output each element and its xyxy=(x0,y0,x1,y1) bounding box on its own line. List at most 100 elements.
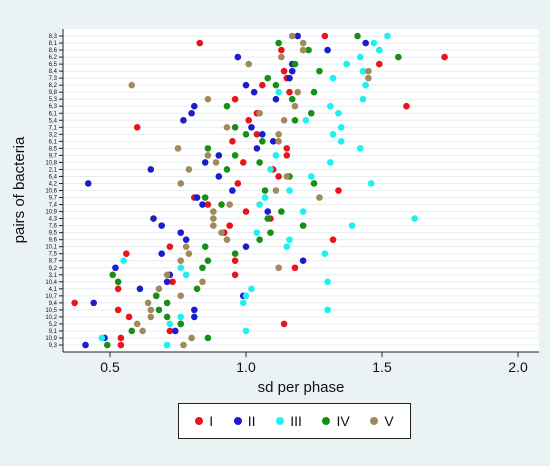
y-tick-label: 7,4 xyxy=(49,203,58,209)
legend-label: I xyxy=(209,413,214,429)
data-point-III xyxy=(375,46,383,54)
y-tick-label: 8,7 xyxy=(49,259,58,265)
y-tick-label: 7,5 xyxy=(49,252,58,258)
data-point-IV xyxy=(291,60,299,68)
data-point-V xyxy=(133,320,141,328)
data-point-IV xyxy=(204,334,212,342)
data-point-I xyxy=(196,39,204,47)
data-point-IV xyxy=(103,341,111,349)
x-tick-label: 2.0 xyxy=(508,359,528,375)
y-tick-label: 9,3 xyxy=(49,343,58,349)
data-point-I xyxy=(441,53,448,61)
data-point-V xyxy=(177,257,185,265)
data-point-III xyxy=(253,229,261,236)
y-tick-label: 5,3 xyxy=(49,97,58,103)
data-point-V xyxy=(272,187,280,194)
data-point-III xyxy=(242,292,250,300)
data-point-III xyxy=(182,271,190,279)
data-point-V xyxy=(299,39,307,47)
data-point-II xyxy=(288,67,296,75)
y-tick-label: 6,1 xyxy=(49,139,58,145)
data-point-I xyxy=(242,208,250,215)
data-point-III xyxy=(337,123,345,131)
data-point-III xyxy=(329,131,337,138)
y-tick-label: 9,7 xyxy=(49,153,58,159)
data-point-V xyxy=(256,109,263,117)
data-point-III xyxy=(177,264,185,272)
data-point-IV xyxy=(291,116,299,124)
data-point-I xyxy=(234,180,242,187)
data-point-III xyxy=(248,285,255,293)
data-point-I xyxy=(283,145,291,152)
data-point-V xyxy=(204,152,212,159)
data-point-III xyxy=(166,320,174,328)
data-point-I xyxy=(245,116,253,124)
data-point-I xyxy=(229,138,236,145)
y-tick-label: 6,5 xyxy=(49,62,58,68)
data-point-III xyxy=(120,257,127,265)
data-point-V xyxy=(278,53,285,61)
data-point-I xyxy=(291,264,299,272)
y-tick-label: 8,3 xyxy=(49,34,58,40)
data-point-IV xyxy=(193,285,201,293)
legend-item: IV xyxy=(322,413,350,429)
y-tick-label: 6,4 xyxy=(49,174,58,180)
legend-marker xyxy=(195,417,204,425)
data-point-III xyxy=(359,67,367,75)
legend-item: V xyxy=(370,413,394,429)
data-point-V xyxy=(223,123,231,131)
y-tick-label: 9,2 xyxy=(49,266,58,272)
legend-marker xyxy=(276,417,285,425)
data-point-IV xyxy=(114,278,122,286)
data-point-V xyxy=(218,229,225,236)
data-point-II xyxy=(253,145,261,152)
data-point-V xyxy=(365,74,372,82)
data-point-IV xyxy=(204,145,212,152)
data-point-IV xyxy=(242,131,250,138)
data-point-II xyxy=(171,327,179,335)
y-tick-label: 9,7 xyxy=(49,196,58,202)
data-point-III xyxy=(337,138,345,145)
data-point-II xyxy=(191,102,198,110)
data-point-II xyxy=(147,166,155,173)
data-point-IV xyxy=(395,53,402,61)
data-point-II xyxy=(180,116,187,124)
data-point-II xyxy=(234,53,242,61)
data-point-I xyxy=(280,320,288,328)
data-point-II xyxy=(182,236,190,243)
data-point-II xyxy=(193,194,201,201)
chart-legend: I II III IV V xyxy=(178,403,411,439)
data-point-II xyxy=(150,215,157,222)
data-point-I xyxy=(125,313,133,321)
data-point-IV xyxy=(128,327,136,335)
data-point-V xyxy=(223,236,231,243)
y-tick-label: 9,4 xyxy=(49,301,58,307)
data-point-IV xyxy=(199,264,206,272)
data-point-II xyxy=(294,32,301,40)
data-point-V xyxy=(188,334,195,342)
data-point-II xyxy=(201,159,209,166)
data-point-V xyxy=(288,32,296,40)
data-point-IV xyxy=(288,95,296,103)
y-tick-label: 7,1 xyxy=(49,125,58,131)
legend-label: II xyxy=(247,413,256,429)
data-point-V xyxy=(163,271,171,279)
legend-item: I xyxy=(195,413,213,429)
data-point-I xyxy=(166,243,174,250)
y-tick-label: 9,5 xyxy=(49,231,58,237)
data-point-V xyxy=(210,215,217,222)
data-point-V xyxy=(155,285,163,293)
data-point-II xyxy=(250,88,258,96)
data-point-IV xyxy=(278,208,285,215)
data-point-I xyxy=(71,299,78,307)
data-point-V xyxy=(185,166,193,173)
data-point-II xyxy=(84,180,92,187)
data-point-II xyxy=(191,306,198,314)
data-point-IV xyxy=(267,229,274,236)
legend-label: IV xyxy=(336,413,350,429)
data-point-III xyxy=(356,53,364,61)
data-point-IV xyxy=(307,109,315,117)
data-point-V xyxy=(316,194,323,201)
y-tick-label: 5,2 xyxy=(49,322,58,328)
